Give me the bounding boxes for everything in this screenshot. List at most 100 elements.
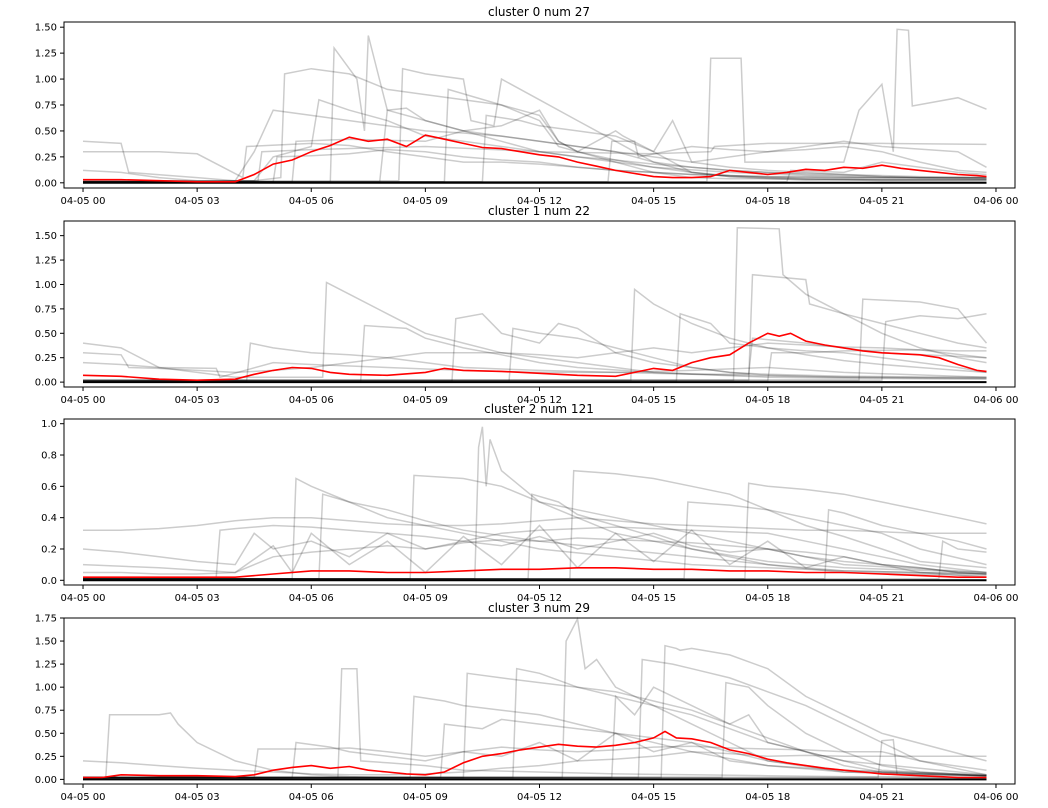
member-series-line-1: [83, 426, 987, 580]
panel-title: cluster 3 num 29: [488, 601, 590, 615]
member-series-line-2: [83, 227, 987, 381]
y-tick-label: 1.50: [35, 637, 57, 648]
y-tick-label: 0.75: [35, 101, 57, 112]
member-series-line-12: [83, 508, 987, 580]
x-tick-label: 04-05 12: [517, 593, 562, 604]
member-series-line-6: [83, 313, 987, 381]
x-tick-label: 04-05 03: [175, 395, 220, 406]
x-tick-label: 04-05 00: [61, 792, 106, 803]
x-tick-label: 04-05 12: [517, 196, 562, 207]
y-tick-label: 0.0: [41, 576, 57, 587]
member-series-line-8: [83, 524, 987, 578]
y-tick-label: 1.25: [35, 660, 57, 671]
x-tick-label: 04-06 00: [973, 593, 1018, 604]
member-series-line-12: [83, 718, 987, 779]
y-tick-label: 0.00: [35, 178, 57, 189]
y-tick-label: 0.00: [35, 775, 57, 786]
x-tick-label: 04-05 06: [289, 196, 334, 207]
member-series-line-4: [83, 644, 987, 779]
y-tick-label: 0.8: [41, 451, 57, 462]
panel-cluster-1: cluster 1 num 22 04-05 00 04-05 03 04-05 0…: [35, 204, 1019, 406]
mean-series-line: [83, 730, 987, 779]
member-series-line-3: [83, 474, 987, 580]
x-tick-label: 04-05 09: [403, 593, 448, 604]
member-series-line-15: [83, 686, 987, 779]
x-tick-label: 04-05 12: [517, 395, 562, 406]
member-series-line-5: [83, 658, 987, 779]
y-tick-label: 0.2: [41, 544, 57, 555]
panel-plot-area: 04-05 00 04-05 03 04-05 06 04-05 09 04-05 12…: [35, 614, 1019, 804]
member-series-line-5: [83, 287, 987, 381]
y-tick-label: 0.50: [35, 329, 57, 340]
member-series-line-13: [83, 114, 987, 183]
member-series-line-1: [82, 281, 987, 380]
member-series-line-2: [83, 477, 987, 580]
x-tick-label: 04-05 03: [175, 792, 220, 803]
member-series-line-12: [83, 140, 987, 183]
member-series-line-11: [83, 681, 987, 779]
x-tick-label: 04-05 18: [745, 395, 790, 406]
member-series-line-10: [83, 327, 987, 382]
x-tick-label: 04-05 09: [403, 196, 448, 207]
y-tick-label: 1.00: [35, 280, 57, 291]
y-tick-label: 0.25: [35, 752, 57, 763]
x-tick-label: 04-05 06: [289, 792, 334, 803]
y-tick-label: 1.0: [41, 419, 57, 430]
member-series-line-5: [83, 482, 987, 580]
y-tick-label: 1.25: [35, 256, 57, 267]
x-tick-label: 04-05 12: [517, 792, 562, 803]
x-tick-label: 04-06 00: [973, 792, 1018, 803]
y-tick-label: 0.50: [35, 126, 57, 137]
mean-series-line: [82, 332, 987, 382]
x-tick-label: 04-05 03: [175, 196, 220, 207]
x-tick-label: 04-05 21: [859, 395, 904, 406]
y-tick-label: 0.4: [41, 513, 57, 524]
x-tick-label: 04-05 15: [631, 196, 676, 207]
member-series-line-1: [83, 712, 987, 779]
member-series-line-2: [83, 67, 987, 182]
x-tick-label: 04-05 21: [859, 593, 904, 604]
member-series-line-6: [83, 672, 987, 779]
y-tick-label: 1.00: [35, 75, 57, 86]
member-series-line-14: [83, 537, 987, 575]
panel-cluster-0: cluster 0 num 27 04-05 00 04-05 03 04-05 0…: [35, 5, 1019, 207]
member-series-line-14: [83, 161, 987, 183]
member-series-line-13: [83, 493, 987, 580]
panel-title: cluster 1 num 22: [488, 204, 590, 218]
member-series-line-5: [83, 28, 987, 183]
panel-plot-area: 04-05 00 04-05 03 04-05 06 04-05 09 04-05 12…: [35, 220, 1018, 406]
x-tick-label: 04-05 09: [403, 395, 448, 406]
member-series-line-11: [83, 493, 987, 580]
member-series-line-11: [83, 107, 987, 183]
member-series-line-11: [83, 324, 987, 382]
y-tick-label: 0.25: [35, 353, 57, 364]
x-tick-label: 04-05 15: [631, 395, 676, 406]
y-tick-label: 0.6: [41, 482, 57, 493]
x-tick-label: 04-06 00: [973, 196, 1018, 207]
x-tick-label: 04-05 15: [631, 792, 676, 803]
x-tick-label: 04-05 21: [859, 792, 904, 803]
x-tick-label: 04-05 00: [61, 395, 106, 406]
panel-plot-area: 04-05 00 04-05 03 04-05 06 04-05 09 04-05 12…: [35, 21, 1018, 207]
member-series-line-10: [82, 524, 987, 578]
y-tick-label: 1.00: [35, 683, 57, 694]
x-tick-label: 04-05 00: [61, 593, 106, 604]
x-tick-label: 04-05 18: [745, 593, 790, 604]
panel-title: cluster 0 num 27: [488, 5, 590, 19]
member-series-line-14: [82, 361, 987, 379]
y-tick-label: 0.75: [35, 304, 57, 315]
panel-cluster-3: cluster 3 num 29 04-05 00 04-05 03 04-05 0…: [35, 601, 1019, 803]
x-tick-label: 04-05 09: [403, 792, 448, 803]
member-series-line-8: [83, 667, 987, 779]
member-series-line-2: [83, 667, 987, 779]
y-tick-label: 0.50: [35, 729, 57, 740]
y-tick-label: 1.25: [35, 49, 57, 60]
member-series-line-12: [83, 312, 987, 382]
member-series-line-7: [83, 516, 987, 535]
member-series-line-8: [83, 88, 987, 183]
member-series-line-10: [82, 750, 987, 776]
x-tick-label: 04-05 18: [745, 792, 790, 803]
member-series-line-9: [83, 337, 987, 382]
member-series-line-13: [83, 732, 987, 779]
